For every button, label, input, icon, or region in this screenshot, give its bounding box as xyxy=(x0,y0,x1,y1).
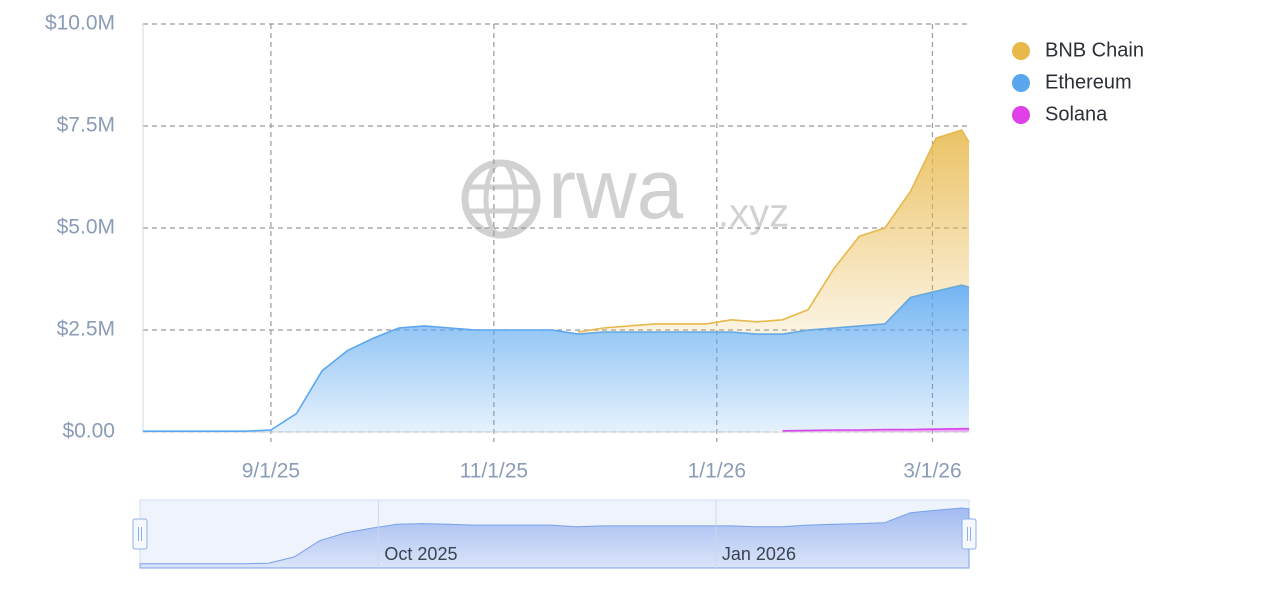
x-tick-label: 11/1/25 xyxy=(460,460,529,483)
globe-icon xyxy=(483,160,519,238)
navigator-handle[interactable] xyxy=(132,518,148,550)
y-tick-label: $0.00 xyxy=(62,420,115,443)
line xyxy=(577,129,970,333)
y-tick-label: $7.5M xyxy=(57,114,115,137)
watermark-suffix: .xyz xyxy=(718,192,789,236)
watermark-brand: rwa xyxy=(548,142,684,236)
navigator-label: Jan 2026 xyxy=(722,544,796,564)
y-tick-label: $10.0M xyxy=(45,12,115,35)
y-tick-label: $2.5M xyxy=(57,318,115,341)
navigator-label: Oct 2025 xyxy=(384,544,457,564)
area xyxy=(577,130,969,335)
legend-marker xyxy=(1012,106,1030,124)
x-tick-label: 1/1/26 xyxy=(688,460,746,483)
y-tick-label: $5.0M xyxy=(57,216,115,239)
line xyxy=(143,284,970,432)
legend-marker xyxy=(1012,42,1030,60)
legend-label[interactable]: Ethereum xyxy=(1045,71,1132,93)
navigator-area xyxy=(139,507,970,569)
navigator-handle[interactable] xyxy=(961,518,977,550)
legend-marker xyxy=(1012,74,1030,92)
area xyxy=(143,285,969,432)
legend-label[interactable]: BNB Chain xyxy=(1045,39,1144,61)
x-tick-label: 9/1/25 xyxy=(242,460,300,483)
x-tick-label: 3/1/26 xyxy=(903,460,961,483)
globe-icon xyxy=(461,159,541,239)
legend-label[interactable]: Solana xyxy=(1045,103,1108,125)
